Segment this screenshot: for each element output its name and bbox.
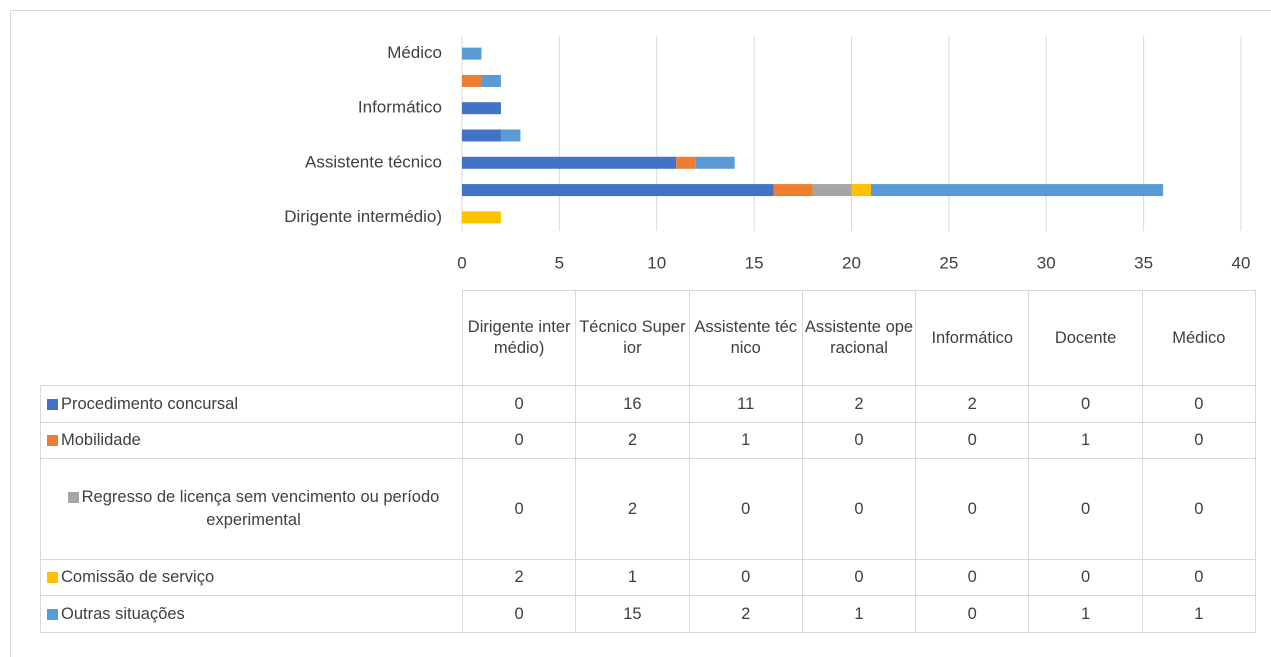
- legend-key: [47, 608, 58, 620]
- bar-segment: [462, 156, 677, 169]
- table-column-header: Assistente técnico: [688, 290, 803, 386]
- table-value: 0: [915, 422, 1030, 459]
- bar-segment: [676, 156, 696, 169]
- table-value: 1: [575, 559, 690, 596]
- table-row: Outras situações 0 15 2 1 0 1 1: [40, 595, 1257, 633]
- y-tick-label: Médico: [387, 43, 442, 62]
- legend-label: Comissão de serviço: [61, 568, 215, 586]
- table-row: Mobilidade 0 2 1 0 0 1 0: [40, 422, 1257, 459]
- table-value: 2: [688, 595, 803, 633]
- table-value: 0: [461, 595, 577, 633]
- legend-cell: Regresso de licença sem vencimento ou pe…: [40, 458, 463, 560]
- table-column-header: Assistente operacional: [801, 290, 917, 386]
- table-value: 1: [1028, 422, 1143, 459]
- bar-segment: [870, 184, 1164, 197]
- table-value: 0: [1141, 422, 1257, 459]
- table-row: Regresso de licença sem vencimento ou pe…: [40, 458, 1257, 560]
- table-value: 0: [461, 385, 577, 423]
- legend-key: [47, 398, 58, 410]
- table-value: 1: [1028, 595, 1143, 633]
- table-column-header: Técnico Superior: [575, 290, 690, 386]
- legend-label: Outras situações: [61, 604, 185, 623]
- chart-border: [10, 10, 1271, 657]
- table-value: 0: [461, 458, 577, 560]
- table-value: 0: [915, 559, 1030, 596]
- bar-segment: [462, 102, 501, 115]
- bar-segment: [695, 156, 735, 169]
- table-value: 0: [688, 458, 803, 560]
- bar-segment: [481, 74, 501, 87]
- bar-segment: [773, 184, 813, 197]
- legend-cell: Comissão de serviço: [40, 559, 463, 596]
- legend-cell: Mobilidade: [40, 422, 463, 459]
- table-value: 2: [461, 559, 577, 596]
- table-value: 2: [575, 422, 690, 459]
- table-column-header: Dirigente intermédio): [461, 290, 577, 386]
- legend-key: [67, 492, 79, 503]
- table-value: 0: [1028, 458, 1143, 560]
- x-tick-label: 10: [647, 253, 666, 272]
- x-tick-label: 30: [1037, 253, 1056, 272]
- table-value: 0: [1141, 385, 1257, 423]
- bar-segment: [812, 184, 852, 197]
- table-value: 1: [801, 595, 917, 633]
- bar-segment: [462, 211, 501, 224]
- bar-segment: [462, 184, 774, 197]
- legend-label: Regresso de licença sem vencimento ou pe…: [81, 488, 440, 529]
- table-value: 1: [688, 422, 803, 459]
- table-header: Dirigente intermédio) Técnico Superior Ass…: [40, 290, 1257, 386]
- table-value: 0: [1028, 559, 1143, 596]
- table-value: 2: [915, 385, 1030, 423]
- table-value: 11: [688, 385, 803, 423]
- table-column-header: Docente: [1028, 290, 1143, 386]
- legend-cell: Outras situações: [40, 595, 463, 633]
- table-column-header: Informático: [915, 290, 1030, 386]
- bar-segment: [462, 129, 501, 142]
- legend-label: Procedimento concursal: [61, 394, 239, 413]
- x-tick-label: 40: [1232, 253, 1251, 272]
- x-tick-label: 5: [555, 253, 564, 272]
- legend-key: [47, 435, 58, 446]
- table-value: 0: [801, 422, 917, 459]
- x-tick-label: 20: [842, 253, 861, 272]
- x-tick-label: 0: [457, 253, 466, 272]
- bar-segment: [500, 129, 521, 142]
- y-tick-label: Dirigente intermédio): [284, 207, 442, 226]
- y-tick-label: Informático: [358, 98, 442, 117]
- bar-segment: [851, 184, 871, 197]
- bar-segment: [462, 47, 482, 60]
- blank-cell: [40, 290, 463, 386]
- table-value: 0: [1141, 458, 1257, 560]
- legend-cell: Procedimento concursal: [40, 385, 463, 423]
- table-value: 16: [575, 385, 690, 423]
- table-value: 0: [915, 595, 1030, 633]
- x-tick-label: 35: [1134, 253, 1153, 272]
- table-value: 0: [801, 559, 917, 596]
- table-value: 0: [1141, 559, 1257, 596]
- bar-segment: [462, 74, 482, 87]
- table-value: 2: [801, 385, 917, 423]
- table-value: 1: [1141, 595, 1257, 633]
- table-row: Procedimento concursal 0 16 11 2 2 0 0: [40, 385, 1257, 423]
- table-value: 2: [575, 458, 690, 560]
- table-column-header: Médico: [1141, 290, 1257, 386]
- table-value: 0: [801, 458, 917, 560]
- legend-label: Mobilidade: [61, 431, 141, 449]
- legend-key: [47, 572, 58, 583]
- table-value: 0: [461, 422, 577, 459]
- table-value: 15: [575, 595, 690, 633]
- x-tick-label: 15: [745, 253, 764, 272]
- y-tick-label: Assistente técnico: [305, 152, 442, 171]
- table-row: Comissão de serviço 2 1 0 0 0 0 0: [40, 559, 1257, 596]
- x-tick-label: 25: [939, 253, 958, 272]
- table-value: 0: [915, 458, 1030, 560]
- table-value: 0: [1028, 385, 1143, 423]
- data-table: Dirigente intermédio) Técnico Superior Ass…: [40, 290, 1257, 633]
- table-value: 0: [688, 559, 803, 596]
